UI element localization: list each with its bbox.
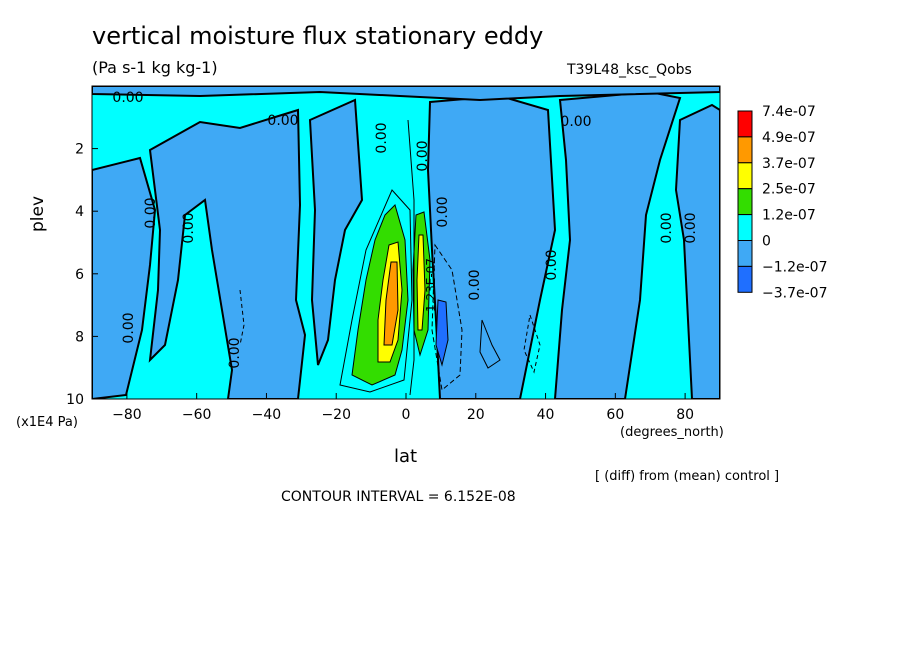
thin-contours bbox=[239, 119, 541, 396]
colorbar-swatch bbox=[737, 214, 753, 242]
contour-label-text: 0.00 bbox=[415, 140, 431, 171]
contour-label-text: 0.00 bbox=[544, 249, 560, 280]
contour-label: 0.00 bbox=[374, 122, 390, 153]
x-tick-label: 60 bbox=[606, 407, 624, 423]
colorbar-label: 1.2e-07 bbox=[762, 208, 816, 224]
contour-label: 0.00 bbox=[467, 269, 483, 300]
contour-label-text: 0.00 bbox=[181, 212, 197, 243]
contour-label: 0.00 bbox=[121, 312, 137, 343]
x-ticks: −80 −60 −40 −20 0 20 40 60 80 bbox=[112, 393, 694, 423]
x-tick-label: 20 bbox=[467, 407, 485, 423]
positive-lobe bbox=[351, 204, 431, 386]
y-tick-label: 4 bbox=[75, 204, 84, 220]
colorbar-label: 4.9e-07 bbox=[762, 130, 816, 146]
contour-label: 0.00 bbox=[143, 197, 159, 228]
colorbar-label: 2.5e-07 bbox=[762, 182, 816, 198]
contour-label-text: 0.00 bbox=[659, 212, 675, 243]
colorbar: 7.4e-07 4.9e-07 3.7e-07 2.5e-07 1.2e-07 0 −1.2… bbox=[737, 104, 827, 301]
contour-label-text: 0.00 bbox=[560, 114, 591, 130]
plot-field: 0.00 0.00 0.00 0.00 0.00 0.00 0.00 0.00 0.00 0.00… bbox=[92, 86, 720, 399]
diff-note: [ (diff) from (mean) control ] bbox=[595, 469, 780, 484]
chart-units: (Pa s-1 kg kg-1) bbox=[92, 58, 218, 77]
colorbar-swatch bbox=[737, 136, 753, 164]
colorbar-swatch bbox=[737, 162, 753, 190]
negative-regions bbox=[92, 86, 720, 399]
x-axis-label: lat bbox=[394, 446, 418, 467]
contour-label: 0.00 bbox=[683, 212, 699, 243]
colorbar-swatch bbox=[737, 110, 753, 138]
strong-negative-core bbox=[435, 299, 449, 367]
contour-label: 0.00 bbox=[560, 114, 591, 130]
contour-label-text: 1.23E-07 bbox=[424, 258, 438, 312]
colorbar-swatch bbox=[737, 188, 753, 216]
y-tick-label: 10 bbox=[66, 392, 84, 408]
contour-label-text: 0.00 bbox=[112, 90, 143, 106]
contour-label-text: 0.00 bbox=[374, 122, 390, 153]
contour-label: 0.00 bbox=[659, 212, 675, 243]
x-tick-label: −40 bbox=[252, 407, 282, 423]
x-axis-unit: (degrees_north) bbox=[620, 425, 724, 440]
contour-label: 0.00 bbox=[227, 337, 243, 368]
x-tick-label: 80 bbox=[676, 407, 694, 423]
y-tick-label: 6 bbox=[75, 267, 84, 283]
contour-label-text: 0.00 bbox=[467, 269, 483, 300]
x-tick-label: −80 bbox=[112, 407, 142, 423]
colorbar-label: 7.4e-07 bbox=[762, 104, 816, 120]
x-tick-label: 40 bbox=[537, 407, 555, 423]
contour-label: 0.00 bbox=[267, 113, 298, 129]
contour-label: 0.00 bbox=[112, 90, 143, 106]
contour-label-text: 0.00 bbox=[435, 196, 451, 227]
contour-label-text: 0.00 bbox=[121, 312, 137, 343]
contour-label: 1.23E-07 bbox=[424, 258, 438, 312]
contour-interval-note: CONTOUR INTERVAL = 6.152E-08 bbox=[281, 489, 516, 505]
colorbar-swatch bbox=[737, 265, 753, 293]
contour-label-text: 0.00 bbox=[267, 113, 298, 129]
colorbar-label: 0 bbox=[762, 234, 771, 250]
contour-label: 0.00 bbox=[544, 249, 560, 280]
x-tick-label: 0 bbox=[402, 407, 411, 423]
y-tick-label: 8 bbox=[75, 329, 84, 345]
contour-label-text: 0.00 bbox=[227, 337, 243, 368]
colorbar-label: −1.2e-07 bbox=[762, 259, 827, 275]
contour-label: 0.00 bbox=[415, 140, 431, 171]
chart-title: vertical moisture flux stationary eddy bbox=[92, 22, 544, 50]
contour-label: 0.00 bbox=[181, 212, 197, 243]
contour-labels: 0.00 0.00 0.00 0.00 0.00 0.00 0.00 0.00 0.00 0.00… bbox=[112, 90, 699, 369]
y-axis-unit: (x1E4 Pa) bbox=[16, 415, 78, 430]
y-tick-label: 2 bbox=[75, 142, 84, 158]
colorbar-label: 3.7e-07 bbox=[762, 156, 816, 172]
contour-label-text: 0.00 bbox=[683, 212, 699, 243]
x-tick-label: −20 bbox=[321, 407, 351, 423]
colorbar-swatch bbox=[737, 240, 753, 267]
run-label: T39L48_ksc_Qobs bbox=[567, 62, 692, 78]
y-ticks: 2 4 6 8 10 bbox=[66, 142, 98, 408]
colorbar-label: −3.7e-07 bbox=[762, 285, 827, 301]
x-tick-label: −60 bbox=[182, 407, 212, 423]
contour-label-text: 0.00 bbox=[143, 197, 159, 228]
contour-label: 0.00 bbox=[435, 196, 451, 227]
